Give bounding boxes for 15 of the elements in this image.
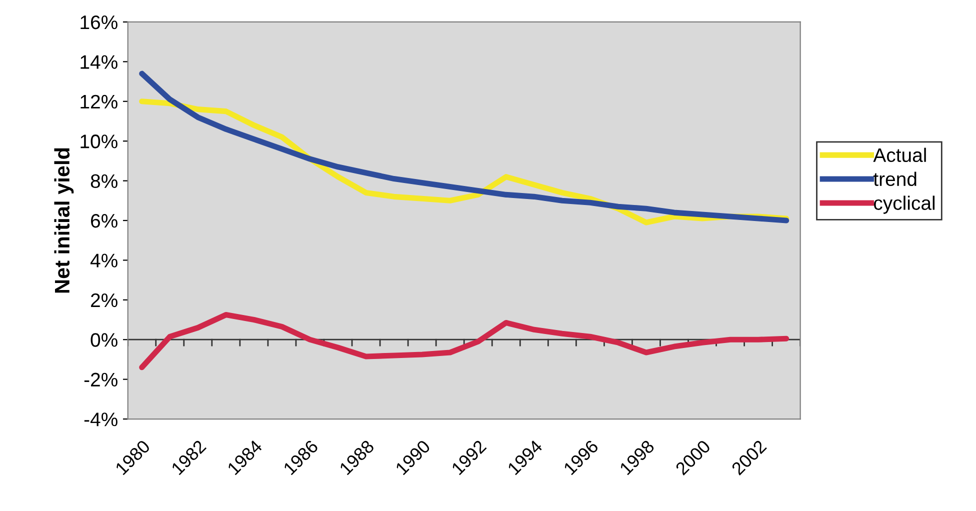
y-tick-label: 12%: [80, 94, 118, 109]
y-tick-label: -2%: [84, 372, 118, 386]
y-tick-label: 2%: [91, 293, 118, 308]
y-tick-label: 4%: [90, 254, 118, 268]
y-axis-title: Net initial yield: [54, 148, 74, 293]
y-tick-label: 6%: [91, 214, 118, 228]
y-tick-label: 0%: [90, 333, 118, 347]
y-tick-label: 8%: [90, 174, 118, 188]
y-tick-label: 14%: [80, 55, 118, 69]
legend-label: Actual: [873, 148, 926, 162]
y-tick-label: 16%: [80, 15, 118, 30]
y-tick-label: 10%: [80, 134, 118, 148]
legend-label: trend: [873, 172, 916, 186]
legend-label: cyclical: [874, 196, 935, 214]
y-tick-label: -4%: [84, 412, 118, 426]
